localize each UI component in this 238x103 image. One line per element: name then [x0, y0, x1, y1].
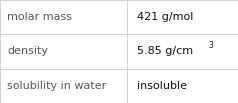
Text: insoluble: insoluble [137, 81, 187, 91]
Text: density: density [7, 46, 48, 57]
Text: 3: 3 [208, 41, 213, 50]
Text: molar mass: molar mass [7, 12, 72, 22]
Text: 5.85 g/cm: 5.85 g/cm [137, 46, 193, 57]
Text: solubility in water: solubility in water [7, 81, 106, 91]
Text: 421 g/mol: 421 g/mol [137, 12, 193, 22]
